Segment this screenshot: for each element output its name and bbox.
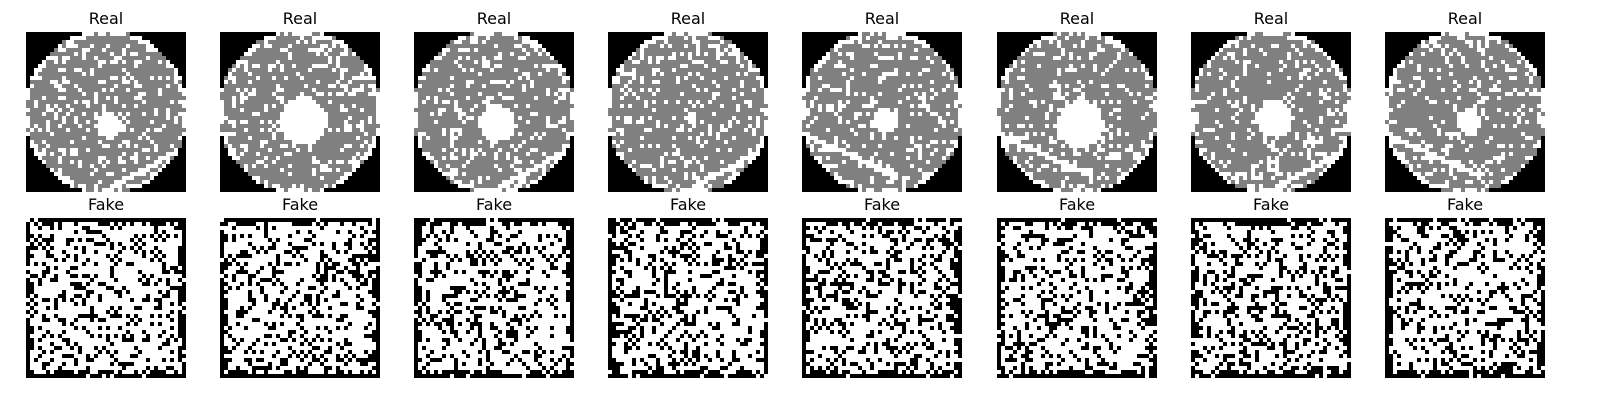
fake-image-panel: Fake <box>414 195 574 378</box>
fake-image-title: Fake <box>1252 195 1290 214</box>
fake-wafer-image <box>414 218 574 378</box>
real-wafer-image <box>802 32 962 192</box>
real-image-title: Real <box>1447 9 1483 28</box>
real-image-panel: Real <box>414 9 574 192</box>
real-wafer-image <box>1385 32 1545 192</box>
fake-image-title: Fake <box>863 195 901 214</box>
fake-image-panel: Fake <box>802 195 962 378</box>
fake-image-panel: Fake <box>608 195 768 378</box>
real-image-title: Real <box>88 9 124 28</box>
real-wafer-image <box>608 32 768 192</box>
fake-image-panel: Fake <box>997 195 1157 378</box>
fake-wafer-image <box>26 218 186 378</box>
real-image-title: Real <box>476 9 512 28</box>
real-image-title: Real <box>864 9 900 28</box>
fake-image-title: Fake <box>87 195 125 214</box>
fake-image-title: Fake <box>669 195 707 214</box>
fake-image-panel: Fake <box>1191 195 1351 378</box>
real-image-panel: Real <box>1191 9 1351 192</box>
fake-image-title: Fake <box>475 195 513 214</box>
real-image-title: Real <box>1253 9 1289 28</box>
real-image-panel: Real <box>608 9 768 192</box>
fake-image-panel: Fake <box>26 195 186 378</box>
real-image-title: Real <box>282 9 318 28</box>
real-wafer-image <box>1191 32 1351 192</box>
real-wafer-image <box>997 32 1157 192</box>
fake-image-title: Fake <box>1446 195 1484 214</box>
fake-image-title: Fake <box>281 195 319 214</box>
fake-wafer-image <box>802 218 962 378</box>
fake-image-panel: Fake <box>220 195 380 378</box>
fake-wafer-image <box>220 218 380 378</box>
real-wafer-image <box>220 32 380 192</box>
fake-wafer-image <box>997 218 1157 378</box>
real-image-panel: Real <box>1385 9 1545 192</box>
real-image-title: Real <box>1059 9 1095 28</box>
real-image-panel: Real <box>26 9 186 192</box>
real-wafer-image <box>414 32 574 192</box>
real-image-panel: Real <box>802 9 962 192</box>
real-image-panel: Real <box>220 9 380 192</box>
fake-wafer-image <box>608 218 768 378</box>
real-image-panel: Real <box>997 9 1157 192</box>
real-image-title: Real <box>670 9 706 28</box>
real-wafer-image <box>26 32 186 192</box>
fake-image-panel: Fake <box>1385 195 1545 378</box>
fake-wafer-image <box>1191 218 1351 378</box>
fake-wafer-image <box>1385 218 1545 378</box>
fake-image-title: Fake <box>1058 195 1096 214</box>
